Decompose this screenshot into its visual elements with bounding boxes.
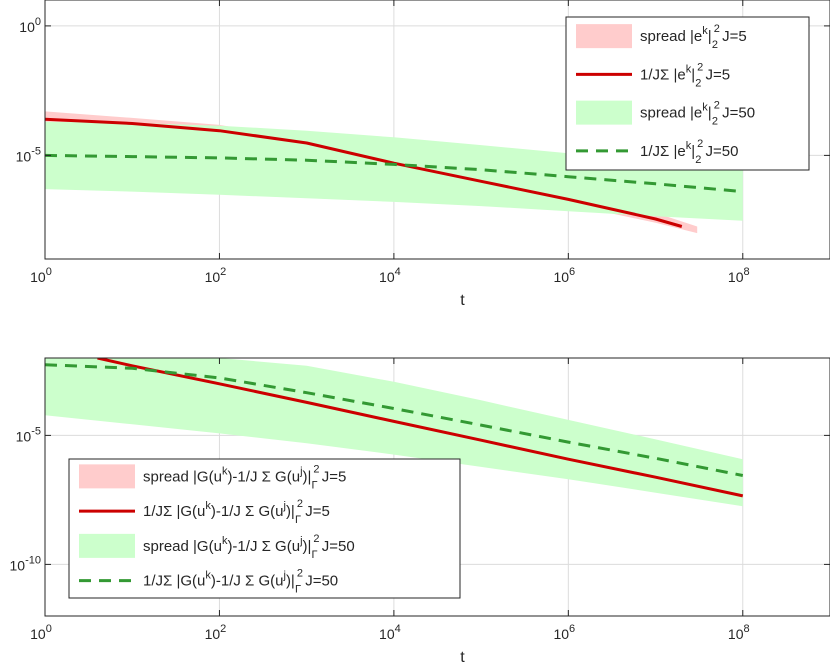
- legend-swatch-fill: [79, 464, 135, 489]
- legend-swatch-fill: [576, 100, 632, 125]
- legend-item: spread |ek| 2 2 J=50: [576, 100, 755, 128]
- legend-swatch-fill: [576, 24, 632, 49]
- legend: spread |G(uk)-1/J Σ G(uj)| 2 Γ J=5 1/JΣ |G(…: [68, 458, 461, 599]
- x-tick-label: 106: [553, 266, 575, 285]
- legend-label: 1/JΣ |G(uk)-1/J Σ G(uj)| 2 Γ J=50: [143, 568, 338, 596]
- legend-label: spread |G(uk)-1/J Σ G(uj)| 2 Γ J=50: [143, 533, 355, 561]
- x-tick-label: 100: [30, 623, 52, 642]
- legend-label: spread |G(uk)-1/J Σ G(uj)| 2 Γ J=5: [143, 463, 346, 491]
- x-axis-label: t: [460, 649, 465, 666]
- y-tick-label: 10-5: [16, 145, 41, 164]
- x-tick-label: 102: [205, 623, 227, 642]
- y-tick-label: 100: [19, 16, 41, 35]
- legend-item: 1/JΣ |ek| 2 2 J=5: [576, 61, 730, 89]
- x-tick-label: 102: [205, 266, 227, 285]
- legend-item: spread |G(uk)-1/J Σ G(uj)| 2 Γ J=5: [79, 463, 346, 491]
- series-line-4: [45, 153, 743, 194]
- x-tick-label: 106: [553, 623, 575, 642]
- chart-panel-2: 100 102 104 106 108 10-5 10-10 t spread |G(uk)-1…: [10, 357, 830, 666]
- x-axis-label: t: [460, 292, 465, 309]
- axes-box: [44, 357, 830, 617]
- y-tick-label: 10-5: [16, 425, 41, 444]
- legend-item: spread |ek| 2 2 J=5: [576, 23, 747, 51]
- axes-box: [44, 0, 830, 260]
- x-tick-label: 104: [379, 266, 401, 285]
- legend-label: 1/JΣ |ek| 2 2 J=5: [640, 61, 730, 89]
- series-band-2: [45, 121, 743, 221]
- legend-item: spread |G(uk)-1/J Σ G(uj)| 2 Γ J=50: [79, 533, 355, 561]
- series-line-3: [97, 358, 744, 498]
- legend-item: 1/JΣ |G(uk)-1/J Σ G(uj)| 2 Γ J=5: [79, 498, 330, 526]
- legend: spread |ek| 2 2 J=5 1/JΣ |ek| 2 2 J=5 spread |…: [565, 16, 810, 171]
- legend-item: 1/JΣ |ek| 2 2 J=50: [576, 138, 738, 166]
- x-tick-label: 108: [728, 266, 750, 285]
- plot-area: [45, 111, 743, 234]
- chart-panel-1: 100 102 104 106 108 100 10-5 t spread |ek| 2 2 J=5…: [16, 0, 830, 309]
- legend-label: 1/JΣ |G(uk)-1/J Σ G(uj)| 2 Γ J=5: [143, 498, 330, 526]
- plot-area: [45, 358, 744, 507]
- series-line-4: [45, 363, 744, 477]
- y-tick-label: 10-10: [10, 554, 41, 573]
- legend-label: spread |ek| 2 2 J=5: [640, 23, 747, 51]
- series-band-2: [45, 358, 743, 507]
- legend-swatch-fill: [79, 533, 135, 558]
- legend-item: 1/JΣ |G(uk)-1/J Σ G(uj)| 2 Γ J=50: [79, 568, 338, 596]
- x-tick-label: 100: [30, 266, 52, 285]
- legend-label: 1/JΣ |ek| 2 2 J=50: [640, 138, 738, 166]
- x-tick-label: 104: [379, 623, 401, 642]
- legend-label: spread |ek| 2 2 J=50: [640, 100, 755, 128]
- x-tick-label: 108: [728, 623, 750, 642]
